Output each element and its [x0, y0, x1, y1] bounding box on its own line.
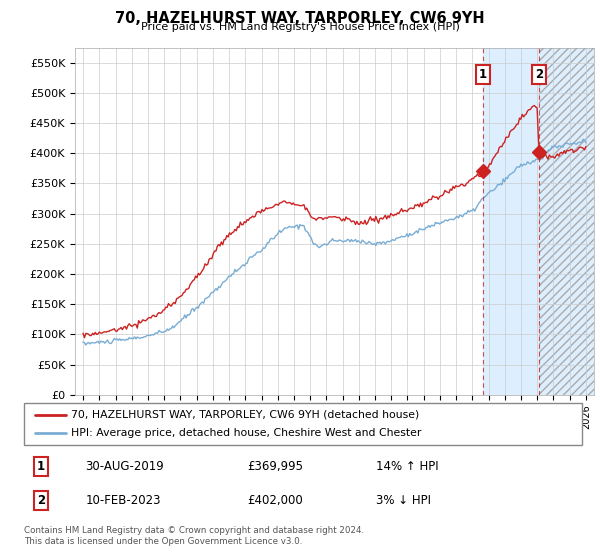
Bar — [483, 48, 539, 395]
Text: 1: 1 — [37, 460, 45, 473]
Text: 1: 1 — [479, 68, 487, 81]
Text: 14% ↑ HPI: 14% ↑ HPI — [376, 460, 438, 473]
Text: 3% ↓ HPI: 3% ↓ HPI — [376, 494, 431, 507]
Text: Contains HM Land Registry data © Crown copyright and database right 2024.
This d: Contains HM Land Registry data © Crown c… — [24, 526, 364, 546]
Bar — [539, 48, 594, 395]
Text: HPI: Average price, detached house, Cheshire West and Chester: HPI: Average price, detached house, Ches… — [71, 428, 422, 438]
Text: 2: 2 — [535, 68, 543, 81]
FancyBboxPatch shape — [24, 403, 582, 445]
Text: Price paid vs. HM Land Registry's House Price Index (HPI): Price paid vs. HM Land Registry's House … — [140, 22, 460, 32]
Text: £369,995: £369,995 — [247, 460, 303, 473]
Text: 70, HAZELHURST WAY, TARPORLEY, CW6 9YH: 70, HAZELHURST WAY, TARPORLEY, CW6 9YH — [115, 11, 485, 26]
Text: 70, HAZELHURST WAY, TARPORLEY, CW6 9YH (detached house): 70, HAZELHURST WAY, TARPORLEY, CW6 9YH (… — [71, 410, 419, 420]
Text: £402,000: £402,000 — [247, 494, 303, 507]
Text: 10-FEB-2023: 10-FEB-2023 — [85, 494, 161, 507]
Text: 30-AUG-2019: 30-AUG-2019 — [85, 460, 164, 473]
Text: 2: 2 — [37, 494, 45, 507]
